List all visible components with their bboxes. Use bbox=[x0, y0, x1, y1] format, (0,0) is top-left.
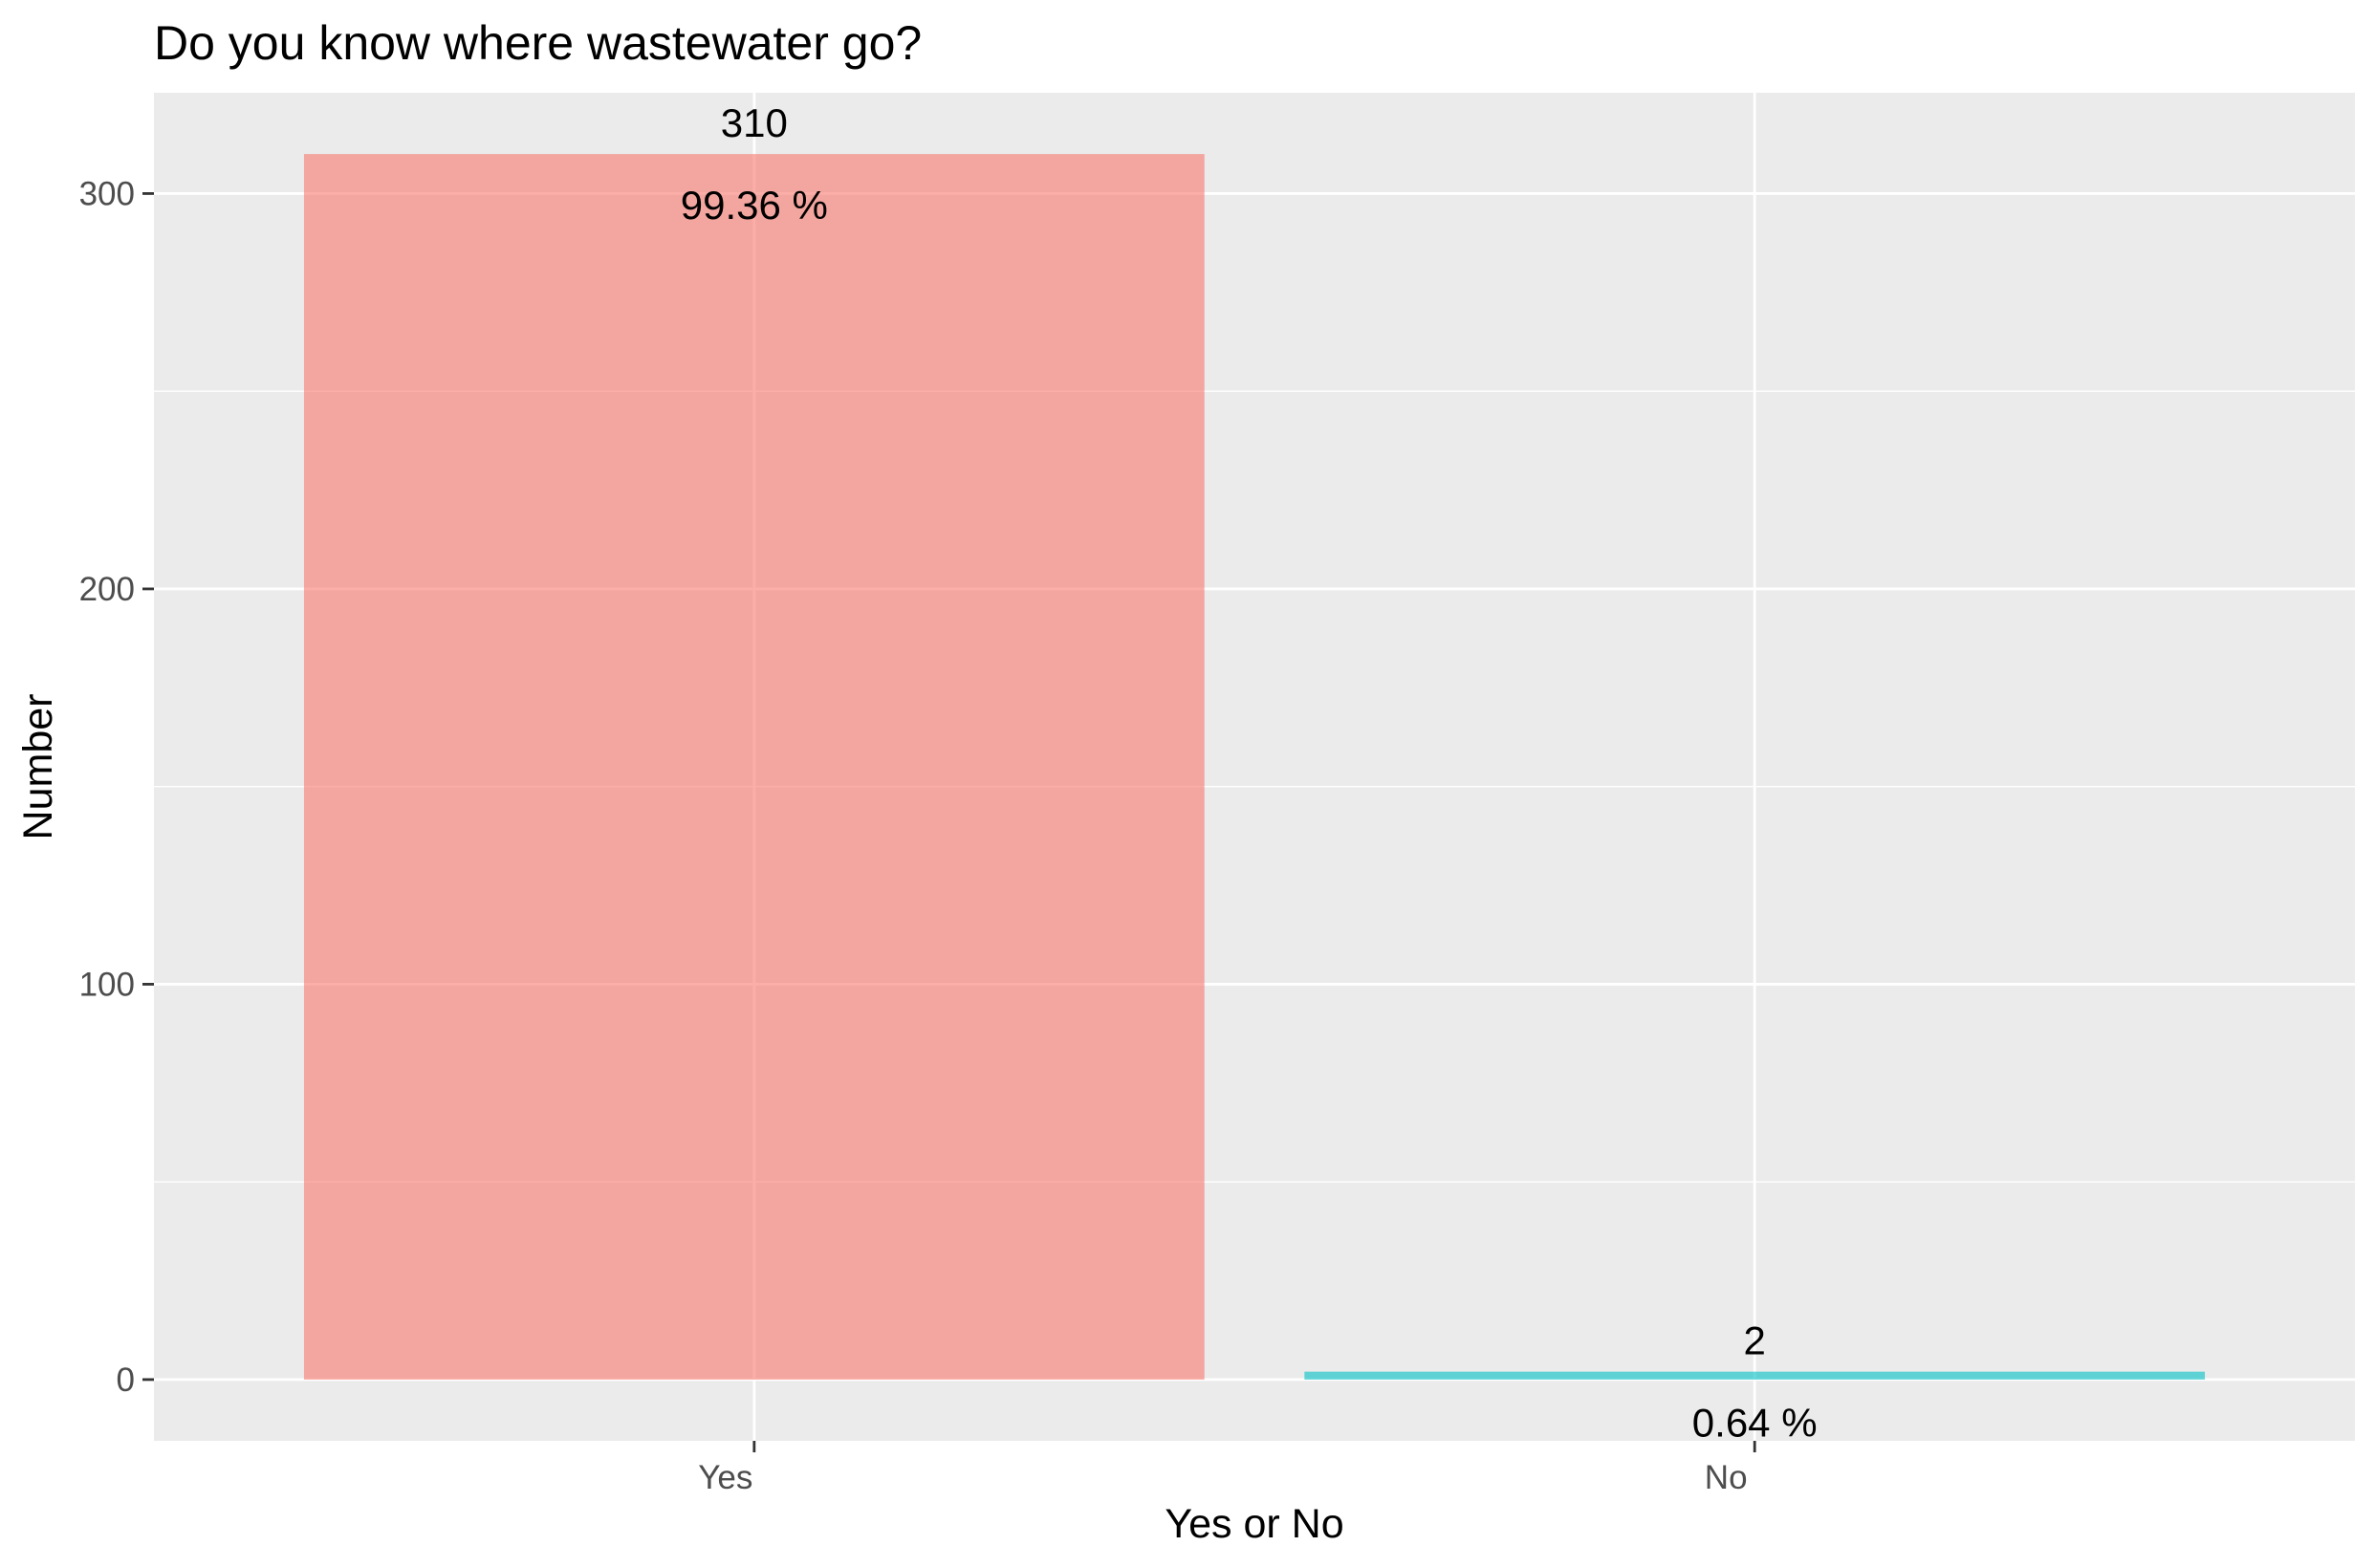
x-axis-title: Yes or No bbox=[1165, 1501, 1343, 1547]
chart-title: Do you know where wastewater go? bbox=[154, 16, 922, 70]
y-axis: 0 100 200 300 bbox=[79, 175, 154, 1399]
x-tick-label-no: No bbox=[1705, 1459, 1748, 1496]
x-axis: Yes No bbox=[698, 1441, 1756, 1496]
count-label-no: 2 bbox=[1744, 1318, 1766, 1363]
percent-label-no: 0.64 % bbox=[1692, 1401, 1818, 1446]
y-tick-label: 100 bbox=[79, 966, 135, 1003]
y-tick-label: 200 bbox=[79, 571, 135, 608]
y-tick-label: 300 bbox=[79, 175, 135, 212]
count-label-yes: 310 bbox=[721, 100, 788, 145]
bars bbox=[303, 154, 2206, 1380]
data-labels: 310 99.36 % 2 0.64 % bbox=[681, 100, 1818, 1446]
bar-yes bbox=[303, 154, 1205, 1380]
percent-label-yes: 99.36 % bbox=[681, 183, 828, 228]
y-axis-title: Number bbox=[15, 694, 61, 840]
y-tick-label: 0 bbox=[117, 1361, 135, 1399]
x-tick-label-yes: Yes bbox=[698, 1459, 752, 1496]
bar-no bbox=[1304, 1371, 2206, 1380]
